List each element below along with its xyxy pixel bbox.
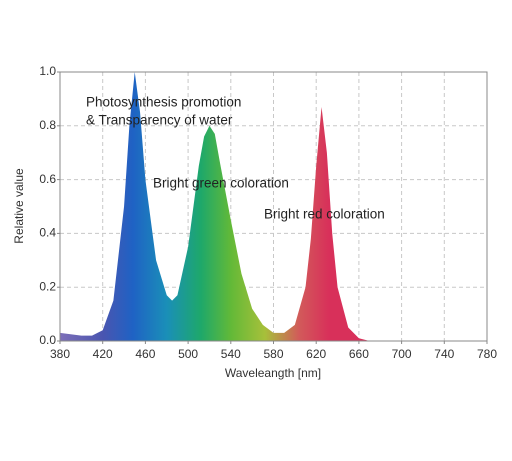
y-tick-label: 0.0: [39, 333, 56, 347]
y-tick-label: 1.0: [39, 64, 56, 78]
x-tick-label: 540: [221, 347, 241, 361]
x-tick-label: 780: [477, 347, 497, 361]
annotation: Photosynthesis promotion: [86, 95, 241, 110]
annotation: Bright green coloration: [153, 176, 289, 191]
x-tick-label: 660: [349, 347, 369, 361]
annotation: & Transparency of water: [86, 113, 233, 128]
y-tick-label: 0.6: [39, 172, 56, 186]
y-axis-label: Relative value: [12, 168, 26, 244]
spectrum-area: [60, 72, 381, 341]
y-tick-label: 0.8: [39, 118, 56, 132]
x-tick-label: 580: [263, 347, 283, 361]
x-tick-label: 500: [178, 347, 198, 361]
x-tick-label: 380: [50, 347, 70, 361]
y-tick-label: 0.2: [39, 279, 56, 293]
x-tick-label: 740: [434, 347, 454, 361]
annotation: Bright red coloration: [264, 207, 385, 222]
x-tick-label: 460: [135, 347, 155, 361]
x-tick-label: 700: [392, 347, 412, 361]
x-axis-label: Waveleangth [nm]: [225, 366, 321, 380]
x-tick-label: 620: [306, 347, 326, 361]
y-tick-label: 0.4: [39, 226, 56, 240]
x-tick-label: 420: [93, 347, 113, 361]
